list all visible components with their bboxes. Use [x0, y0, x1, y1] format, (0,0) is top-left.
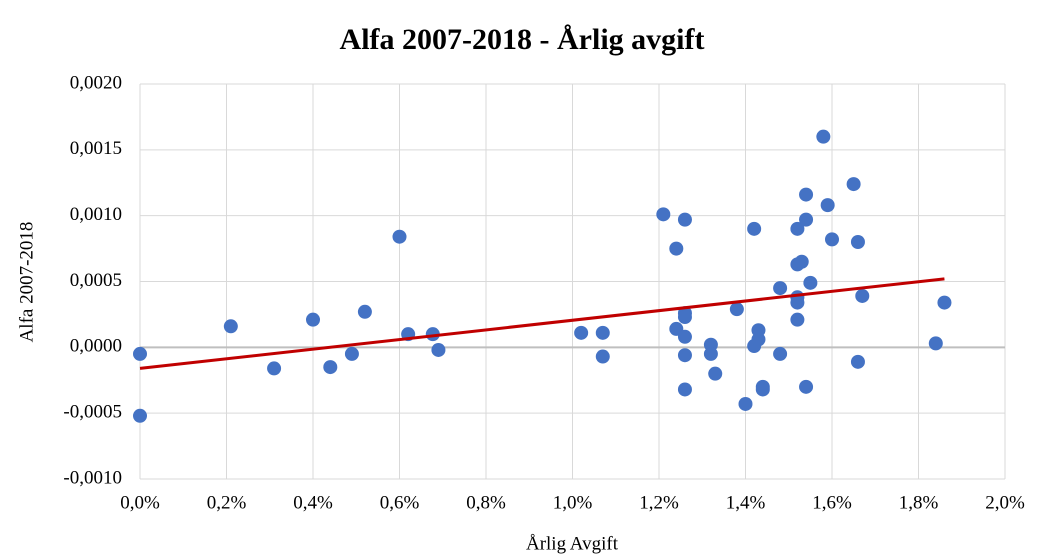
y-tick-label: -0,0010: [63, 467, 122, 488]
data-point: [928, 336, 943, 351]
data-point: [825, 232, 839, 247]
x-axis-title: Årlig Avgift: [526, 533, 619, 554]
data-point: [392, 229, 407, 244]
data-point: [431, 342, 446, 357]
data-point: [820, 198, 835, 213]
data-point: [133, 408, 147, 423]
data-point: [669, 241, 684, 256]
data-point: [799, 187, 814, 202]
data-point: [306, 312, 320, 327]
data-point: [751, 332, 766, 347]
data-point: [574, 325, 589, 340]
data-point: [267, 361, 282, 376]
data-point: [755, 382, 770, 397]
data-point: [595, 325, 610, 340]
x-tick-label: 1,6%: [812, 492, 852, 513]
data-point: [803, 275, 818, 290]
data-point: [773, 346, 788, 361]
data-point: [677, 348, 692, 363]
x-tick-label: 0,2%: [207, 492, 247, 513]
x-tick-label: 1,4%: [726, 492, 766, 513]
data-point: [595, 349, 610, 364]
data-point: [656, 207, 671, 222]
data-point: [133, 346, 147, 361]
x-tick-label: 0,8%: [466, 492, 506, 513]
data-point: [816, 129, 831, 144]
data-point: [850, 354, 865, 369]
trend-line: [139, 277, 945, 370]
data-point: [794, 254, 809, 269]
x-tick-label: 0,0%: [120, 492, 160, 513]
data-point: [677, 212, 692, 227]
x-tick-label: 0,6%: [380, 492, 420, 513]
data-point: [357, 304, 372, 319]
data-point: [937, 295, 952, 310]
chart-title: Alfa 2007-2018 - Årlig avgift: [340, 23, 705, 56]
data-point: [729, 302, 744, 317]
data-point: [846, 177, 861, 192]
data-point: [850, 235, 865, 249]
x-tick-label: 2,0%: [985, 492, 1025, 513]
y-tick-label: 0,0005: [70, 270, 122, 291]
data-point: [773, 281, 788, 296]
x-tick-label: 1,2%: [639, 492, 679, 513]
y-tick-label: 0,0015: [70, 138, 122, 159]
data-point: [677, 382, 692, 397]
data-point: [747, 221, 762, 236]
y-tick-label: -0,0005: [63, 402, 122, 423]
data-point: [708, 366, 723, 381]
y-axis-title: Alfa 2007-2018: [16, 222, 37, 343]
y-tick-label: 0,0020: [70, 72, 122, 93]
data-point: [677, 329, 692, 344]
data-point: [855, 288, 870, 303]
y-tick-label: 0,0010: [70, 204, 122, 225]
data-point: [677, 310, 692, 325]
data-point: [790, 295, 805, 310]
x-tick-label: 1,0%: [553, 492, 593, 513]
data-point: [738, 396, 753, 411]
data-point: [799, 212, 814, 227]
x-tick-label: 0,4%: [293, 492, 333, 513]
data-point: [799, 379, 814, 394]
x-tick-label: 1,8%: [899, 492, 939, 513]
y-tick-label: 0,0000: [70, 336, 122, 357]
data-point: [703, 346, 718, 361]
data-point: [323, 360, 338, 375]
data-point: [790, 221, 805, 236]
data-point: [344, 346, 359, 361]
data-point: [223, 319, 238, 334]
data-point: [790, 312, 805, 327]
